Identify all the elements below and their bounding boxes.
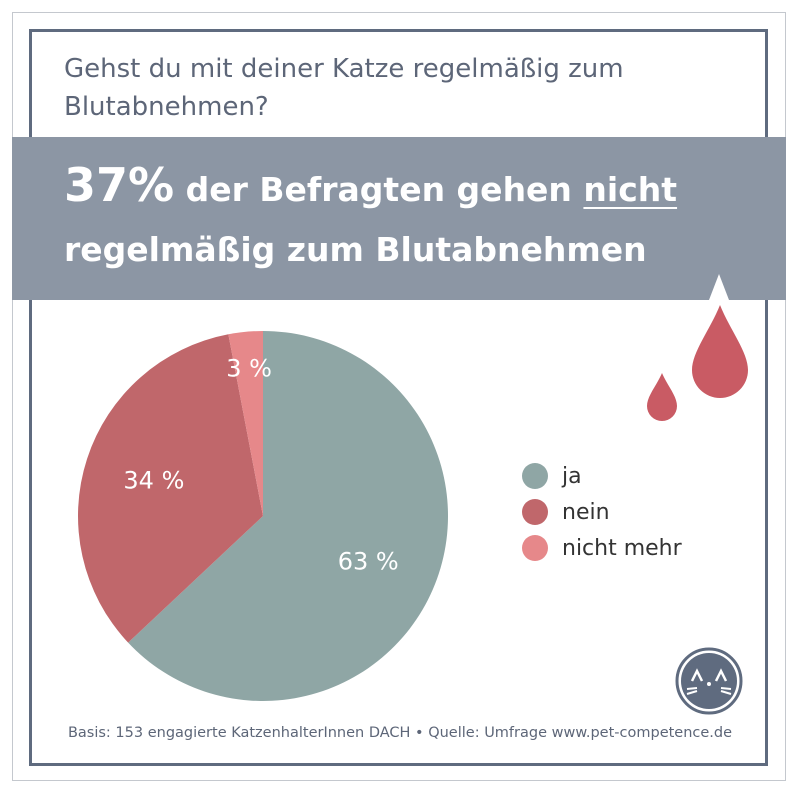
inner-frame [29, 29, 768, 766]
blood-drops-icon [647, 305, 748, 421]
pie-slice-ja [128, 331, 448, 701]
pie-slice-nicht-mehr [228, 331, 263, 516]
footer-source: Basis: 153 engagierte KatzenhalterInnen … [67, 725, 733, 741]
data-label-ja: 63 % [338, 548, 399, 576]
legend-label: ja [562, 463, 582, 489]
legend-swatch [522, 463, 548, 489]
legend-item-nicht-mehr: nicht mehr [522, 530, 682, 566]
headline: 37% der Befragten gehen nicht regelmäßig… [64, 155, 764, 280]
banner-notch [709, 274, 729, 300]
large-drop-icon [692, 305, 748, 398]
legend-label: nicht mehr [562, 535, 682, 561]
headline-text-1: der Befragten gehen [174, 170, 584, 209]
legend-label: nein [562, 499, 610, 525]
headline-text-2: regelmäßig zum Blutabnehmen [64, 230, 647, 269]
question-title: Gehst du mit deiner Katze regelmäßig zum… [64, 54, 624, 122]
headline-percent: 37% [64, 158, 175, 212]
cat-logo-icon [675, 647, 743, 715]
legend: ja nein nicht mehr [522, 458, 682, 566]
legend-swatch [522, 535, 548, 561]
small-drop-icon [647, 373, 677, 421]
pie-slice-nein [77, 334, 263, 643]
legend-item-ja: ja [522, 458, 682, 494]
legend-swatch [522, 499, 548, 525]
headline-underlined: nicht [583, 170, 678, 209]
data-label-nicht-mehr: 3 % [226, 355, 272, 383]
data-label-nein: 34 % [123, 467, 184, 495]
legend-item-nein: nein [522, 494, 682, 530]
outer-frame [12, 12, 786, 781]
headline-banner [12, 137, 786, 300]
